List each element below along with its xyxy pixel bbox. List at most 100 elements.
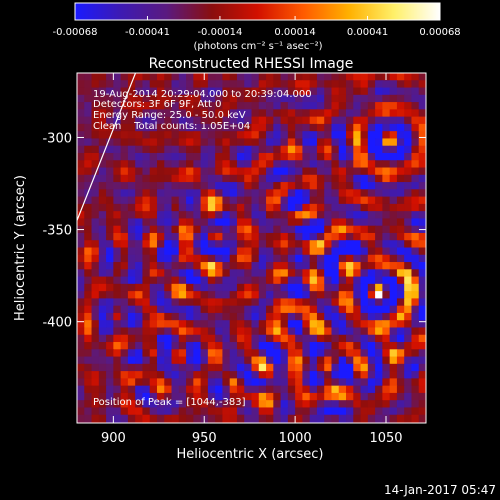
heatmap-pixel [295,189,303,198]
heatmap-pixel [273,312,282,321]
heatmap-pixel [360,407,369,416]
heatmap-pixel [404,218,413,227]
heatmap-pixel [375,145,383,154]
heatmap-pixel [411,327,420,336]
heatmap-pixel [338,240,347,249]
heatmap-pixel [84,334,93,343]
heatmap-pixel [171,138,180,147]
heatmap-pixel [316,87,325,96]
heatmap-pixel [266,167,274,176]
colorbar-ticks: -0.00068 -0.00041 -0.00014 0.00014 0.00041 0.… [53,16,461,38]
heatmap-pixel [171,182,180,190]
heatmap-pixel [77,218,85,227]
heatmap-pixel [171,371,180,379]
heatmap-pixel [77,80,85,89]
heatmap-pixel [127,334,136,343]
heatmap-pixel [346,254,354,263]
heatmap-pixel [156,378,165,387]
heatmap-pixel [324,262,333,270]
heatmap-pixel [418,138,426,147]
heatmap-pixel [258,414,267,423]
heatmap-pixel [178,167,187,176]
heatmap-pixel [266,327,274,336]
heatmap-pixel [193,349,202,358]
heatmap-pixel [215,349,224,358]
heatmap-pixel [331,182,340,190]
annotation-energy-range: Energy Range: 25.0 - 50.0 keV [93,110,246,121]
heatmap-pixel [156,363,165,372]
heatmap-pixel [113,334,122,343]
heatmap-pixel [396,371,405,379]
heatmap-pixel [98,167,107,176]
heatmap-pixel [120,138,129,147]
heatmap-pixel [316,152,325,161]
heatmap-pixel [106,283,114,292]
heatmap-pixel [331,327,340,336]
heatmap-pixel [120,123,129,132]
heatmap-pixel [309,116,318,125]
heatmap-pixel [135,196,144,205]
heatmap-pixel [84,414,93,423]
heatmap-pixel [193,262,202,270]
heatmap-pixel [353,262,362,270]
heatmap-pixel [346,262,354,270]
peak-position-label: Position of Peak = [1044,-383] [93,397,246,408]
heatmap-pixel [251,174,260,183]
heatmap-pixel [156,116,165,125]
heatmap-pixel [324,349,333,358]
heatmap-pixel [222,349,231,358]
heatmap-pixel [324,182,333,190]
heatmap-pixel [258,203,267,212]
heatmap-pixel [360,283,369,292]
heatmap-pixel [353,232,362,241]
heatmap-pixel [411,283,420,292]
heatmap-pixel [236,400,245,409]
heatmap-pixel [331,232,340,241]
heatmap-pixel [120,167,129,176]
heatmap-pixel [193,298,202,307]
heatmap-pixel [316,371,325,379]
heatmap-pixel [222,414,231,423]
heatmap-pixel [309,152,318,161]
heatmap-pixel [229,87,238,96]
heatmap-pixel [236,102,245,110]
heatmap-pixel [346,334,354,343]
heatmap-pixel [91,211,100,220]
heatmap-pixel [106,262,114,270]
heatmap-pixel [149,109,158,118]
heatmap-pixel [280,225,289,234]
heatmap-pixel [258,305,267,314]
heatmap-pixel [120,378,129,387]
heatmap-pixel [353,240,362,249]
heatmap-pixel [309,407,318,416]
heatmap-pixel [375,334,383,343]
heatmap-pixel [295,73,303,81]
heatmap-pixel [251,283,260,292]
heatmap-pixel [287,240,296,249]
heatmap-pixel [418,400,426,409]
heatmap-pixel [316,407,325,416]
heatmap-pixel [113,123,122,132]
heatmap-pixel [98,109,107,118]
heatmap-pixel [244,298,253,307]
heatmap-pixel [186,407,194,416]
heatmap-pixel [200,254,209,263]
heatmap-pixel [389,276,398,285]
heatmap-pixel [215,145,224,154]
heatmap-pixel [200,291,209,299]
heatmap-pixel [222,240,231,249]
heatmap-pixel [360,342,369,350]
heatmap-pixel [324,94,333,103]
heatmap-pixel [200,131,209,140]
heatmap-pixel [404,240,413,249]
heatmap-pixel [171,414,180,423]
heatmap-pixel [287,371,296,379]
heatmap-pixel [229,291,238,299]
heatmap-pixel [135,203,144,212]
heatmap-pixel [207,145,216,154]
heatmap-pixel [156,160,165,169]
heatmap-pixel [396,385,405,394]
heatmap-pixel [382,152,391,161]
heatmap-pixel [127,174,136,183]
heatmap-pixel [98,305,107,314]
